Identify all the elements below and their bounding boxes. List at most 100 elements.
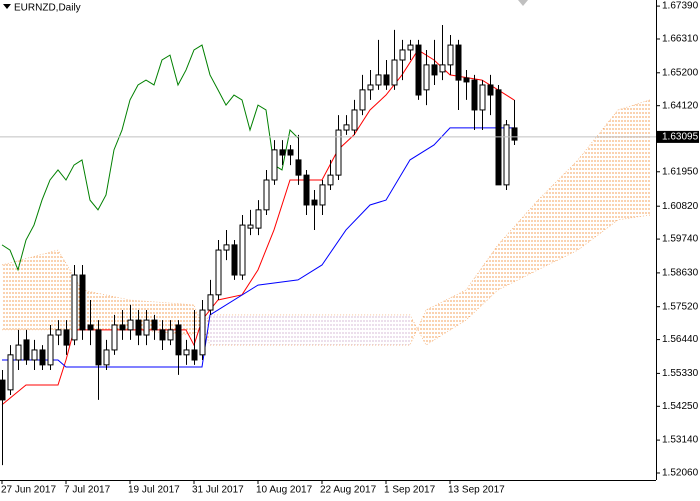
cloud-edge	[1, 99, 651, 346]
candle-body	[335, 129, 342, 176]
candle-body	[151, 319, 158, 331]
x-tick-label: 31 Jul 2017	[192, 485, 244, 496]
candle-body	[55, 329, 62, 336]
candle-body	[287, 149, 294, 156]
candle-body	[327, 174, 334, 186]
cloud-segment	[498, 200, 538, 290]
cloud-segment	[466, 244, 498, 321]
candle-body	[31, 349, 38, 361]
candle-body	[407, 44, 414, 51]
y-tick-label: 1.61950	[662, 166, 699, 177]
candle-body	[463, 77, 470, 83]
candle-body	[0, 379, 6, 401]
candle-body	[127, 319, 134, 331]
candle-body	[63, 329, 70, 346]
shift-marker	[518, 0, 528, 6]
y-tick-label: 1.53140	[662, 435, 699, 446]
candle-body	[207, 294, 214, 311]
candle-body	[447, 44, 454, 66]
cloud-layer	[1, 99, 651, 346]
candle-body	[455, 44, 462, 81]
candle-body	[183, 349, 190, 356]
candle-body	[343, 124, 350, 131]
indicator-line	[1, 44, 299, 272]
candle-body	[159, 329, 166, 341]
candle-body	[95, 329, 102, 366]
cloud-segment	[2, 250, 58, 330]
candle-body	[215, 249, 222, 296]
y-tick-label: 1.55330	[662, 368, 699, 379]
x-tick-label: 7 Jul 2017	[64, 485, 111, 496]
candle-body	[15, 344, 22, 361]
candle-body	[511, 127, 518, 141]
y-tick-label: 1.57520	[662, 301, 699, 312]
x-tick-label: 19 Jul 2017	[128, 485, 180, 496]
candle-body	[471, 79, 478, 111]
current-price-label: 1.63095	[662, 132, 699, 143]
candle-body	[247, 224, 254, 229]
y-tick-label: 1.60820	[662, 201, 699, 212]
candle-body	[231, 244, 238, 276]
candle-body	[103, 349, 110, 366]
cloud-segment	[538, 159, 578, 270]
x-tick-label: 1 Sep 2017	[384, 485, 436, 496]
candle-body	[167, 329, 174, 341]
symbol-icon	[3, 4, 11, 9]
candle-body	[71, 274, 78, 341]
candle-body	[383, 74, 390, 86]
x-tick-label: 22 Aug 2017	[320, 485, 377, 496]
x-tick-label: 13 Sep 2017	[448, 485, 505, 496]
y-tick-label: 1.59740	[662, 234, 699, 245]
candle-body	[47, 334, 54, 366]
candle-body	[479, 84, 486, 111]
candle-body	[399, 49, 406, 61]
y-tick-label: 1.54250	[662, 401, 699, 412]
current-price-box	[657, 130, 699, 143]
candle-body	[423, 64, 430, 91]
candle-body	[359, 89, 366, 111]
candle-body	[199, 309, 206, 356]
y-tick-label: 1.65200	[662, 67, 699, 78]
candle-body	[367, 84, 374, 91]
y-tick-label: 1.64120	[662, 100, 699, 111]
candle-body	[311, 199, 318, 206]
y-tick-label: 1.56440	[662, 334, 699, 345]
candle-body	[39, 349, 46, 366]
candle-body	[239, 224, 246, 276]
candle-body	[295, 159, 302, 176]
y-tick-label: 1.67390	[662, 1, 699, 12]
cloud-segment	[194, 304, 210, 346]
cloud-segment	[210, 314, 410, 346]
y-tick-label: 1.52060	[662, 468, 699, 479]
cloud-segment	[618, 99, 650, 220]
indicator-line	[2, 127, 514, 368]
candle-body	[255, 209, 262, 229]
candle-body	[319, 184, 326, 206]
candle-body	[111, 324, 118, 351]
candle-body	[23, 339, 30, 361]
y-tick-label: 1.58630	[662, 268, 699, 279]
candle-body	[175, 324, 182, 356]
chart-title: EURNZD,Daily	[14, 3, 81, 14]
candle-body	[487, 84, 494, 96]
cloud-segment	[82, 289, 130, 330]
candle-body	[271, 149, 278, 181]
candle-body	[143, 319, 150, 336]
candle-body	[119, 324, 126, 331]
candle-body	[415, 44, 422, 96]
y-tick-label: 1.66310	[662, 34, 699, 45]
candle-body	[439, 64, 446, 73]
x-tick-label: 10 Aug 2017	[256, 485, 313, 496]
candle-body	[375, 74, 382, 86]
candle-body	[263, 179, 270, 211]
candle-body	[279, 149, 286, 156]
cloud-segment	[578, 109, 618, 251]
candle-body	[391, 59, 398, 86]
candle-body	[351, 109, 358, 131]
cloud-segment	[426, 289, 466, 346]
candle-body	[135, 319, 142, 336]
candle-body	[503, 124, 510, 186]
